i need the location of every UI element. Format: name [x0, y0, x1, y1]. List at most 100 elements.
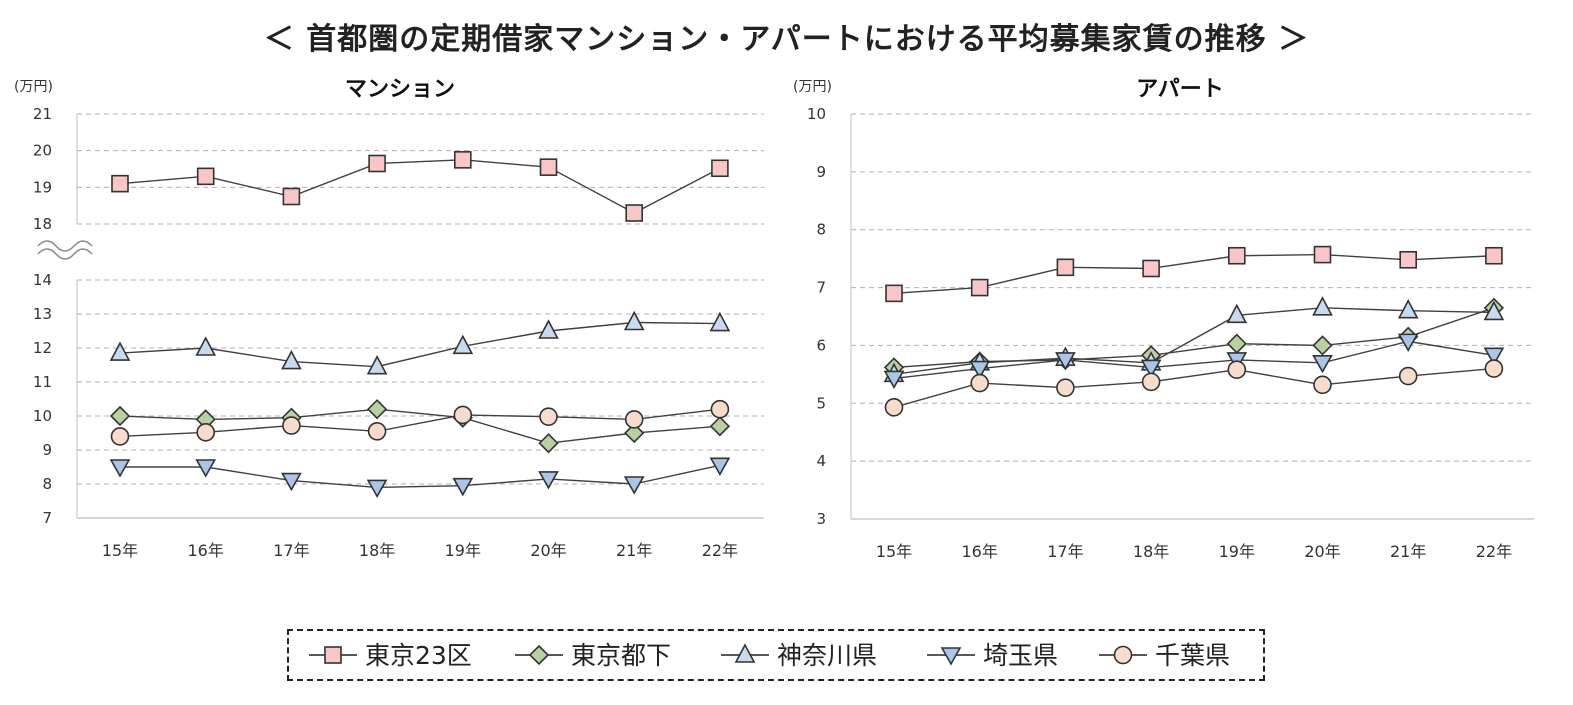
legend-item-kanagawa: 神奈川県 [721, 641, 877, 670]
mansion-point-chiba [453, 405, 473, 425]
mansion-point-saitama [623, 476, 645, 495]
mansion-line-chiba [119, 408, 720, 438]
apartment-point-tokyo23 [970, 278, 989, 297]
mansion-point-saitama [281, 472, 302, 492]
legend-label: 神奈川県 [777, 641, 877, 670]
mansion-point-chiba [110, 427, 130, 446]
apartment-y-tick: 8 [816, 221, 826, 239]
apartment-point-tokyo-suburbs [1312, 335, 1333, 356]
mansion-point-chiba [624, 410, 644, 429]
mansion-point-kanagawa [538, 319, 559, 339]
apartment-point-chiba [1398, 366, 1418, 386]
mansion-point-saitama [109, 459, 131, 478]
apartment-y-tick: 3 [816, 510, 826, 528]
legend-marker-tokyo-suburbs [528, 644, 550, 666]
legend-marker-kanagawa [734, 643, 756, 663]
apartment-point-tokyo23 [885, 284, 903, 303]
mansion-x-tick: 19年 [445, 541, 481, 560]
mansion-point-tokyo23 [625, 204, 644, 222]
mansion-y-tick: 14 [33, 271, 52, 289]
mansion-y-tick: 21 [33, 105, 52, 123]
mansion-point-tokyo-suburbs [366, 399, 388, 420]
mansion-y-tick: 7 [42, 509, 52, 527]
mansion-point-tokyo23 [711, 159, 729, 178]
mansion-point-chiba [539, 407, 558, 426]
mansion-point-saitama [452, 477, 474, 497]
page-title: ＜ 首都圏の定期借家マンション・アパートにおける平均募集家賃の推移 ＞ [263, 22, 1310, 57]
mansion-point-tokyo-suburbs [709, 416, 731, 437]
mansion-point-kanagawa [623, 310, 645, 331]
mansion-y-tick: 19 [33, 178, 52, 196]
mansion-x-tick: 18年 [359, 541, 395, 560]
apartment-y-tick: 9 [816, 163, 826, 181]
mansion-point-kanagawa [281, 349, 302, 370]
mansion-point-saitama [195, 459, 217, 478]
mansion-point-kanagawa [195, 336, 217, 356]
mansion-point-saitama [538, 471, 559, 490]
apartment-point-chiba [1141, 372, 1161, 392]
apartment-point-chiba [884, 398, 904, 417]
apartment-point-kanagawa [1397, 299, 1419, 319]
mansion-point-tokyo23 [196, 167, 215, 186]
apartment-point-chiba [1227, 360, 1247, 380]
apartment-line-chiba [893, 367, 1494, 409]
mansion-point-tokyo23 [111, 174, 129, 193]
axis-break-line [37, 240, 93, 252]
apartment-x-tick: 15年 [876, 542, 912, 561]
apartment-point-tokyo23 [1485, 246, 1503, 265]
mansion-y-tick: 12 [33, 339, 52, 357]
mansion-x-tick: 17年 [273, 541, 309, 560]
apartment-y-tick: 4 [816, 452, 826, 470]
apartment-point-saitama [1055, 352, 1076, 371]
mansion-point-chiba [710, 399, 730, 419]
axis-break-icon [37, 240, 93, 260]
mansion-point-kanagawa [709, 311, 731, 332]
mansion-line-tokyo23 [119, 159, 721, 214]
apartment-point-saitama [1483, 347, 1505, 366]
apartment-point-saitama [1397, 333, 1419, 353]
apartment-point-saitama [1312, 354, 1333, 374]
apartment-title: アパート [1136, 77, 1224, 102]
mansion-y-tick: 10 [33, 407, 52, 425]
mansion-y-tick: 20 [33, 142, 52, 160]
apartment-point-chiba [1056, 378, 1075, 397]
mansion-point-tokyo23 [368, 154, 386, 173]
apartment-x-tick: 19年 [1219, 542, 1255, 561]
mansion-point-saitama [366, 479, 388, 499]
apartment-y-tick: 6 [816, 336, 826, 354]
legend-item-tokyo23: 東京23区 [309, 641, 472, 670]
apartment-line-kanagawa [893, 307, 1494, 376]
mansion-point-tokyo-suburbs [624, 422, 645, 444]
mansion-point-chiba [196, 423, 215, 442]
legend-label: 千葉県 [1155, 641, 1230, 670]
apartment-point-tokyo23 [1056, 258, 1075, 277]
mansion-point-saitama [709, 457, 731, 476]
apartment-x-tick: 18年 [1133, 542, 1169, 561]
mansion-x-tick: 21年 [616, 541, 652, 560]
apartment-y-unit: (万円) [793, 79, 832, 95]
legend-label: 東京都下 [571, 641, 671, 670]
mansion-x-tick: 16年 [188, 541, 224, 560]
legend-item-saitama: 埼玉県 [927, 641, 1058, 670]
mansion-x-tick: 15年 [102, 541, 138, 560]
mansion-point-tokyo-suburbs [109, 405, 131, 427]
legend-marker-saitama [940, 647, 962, 666]
mansion-point-kanagawa [109, 341, 131, 361]
apartment-point-kanagawa [1483, 300, 1505, 321]
apartment-point-saitama [1140, 359, 1162, 379]
mansion-series-tokyo23 [111, 151, 729, 222]
legend: 東京23区 東京都下 神奈川県 埼玉県 千葉県 [287, 629, 1265, 681]
mansion-x-tick: 22年 [702, 541, 738, 560]
apartment-y-tick: 5 [816, 394, 826, 412]
apartment-y-tick: 10 [807, 105, 826, 123]
mansion-y-tick: 9 [42, 441, 52, 459]
apartment-x-tick: 16年 [962, 542, 998, 561]
legend-item-chiba: 千葉県 [1099, 641, 1230, 670]
legend-marker-chiba [1113, 645, 1133, 665]
apartment-line-saitama [893, 340, 1495, 380]
apartment-series-chiba [884, 359, 1504, 417]
apartment-point-saitama [969, 360, 991, 380]
apartment-point-tokyo23 [1142, 259, 1160, 278]
mansion-line-saitama [120, 464, 721, 489]
